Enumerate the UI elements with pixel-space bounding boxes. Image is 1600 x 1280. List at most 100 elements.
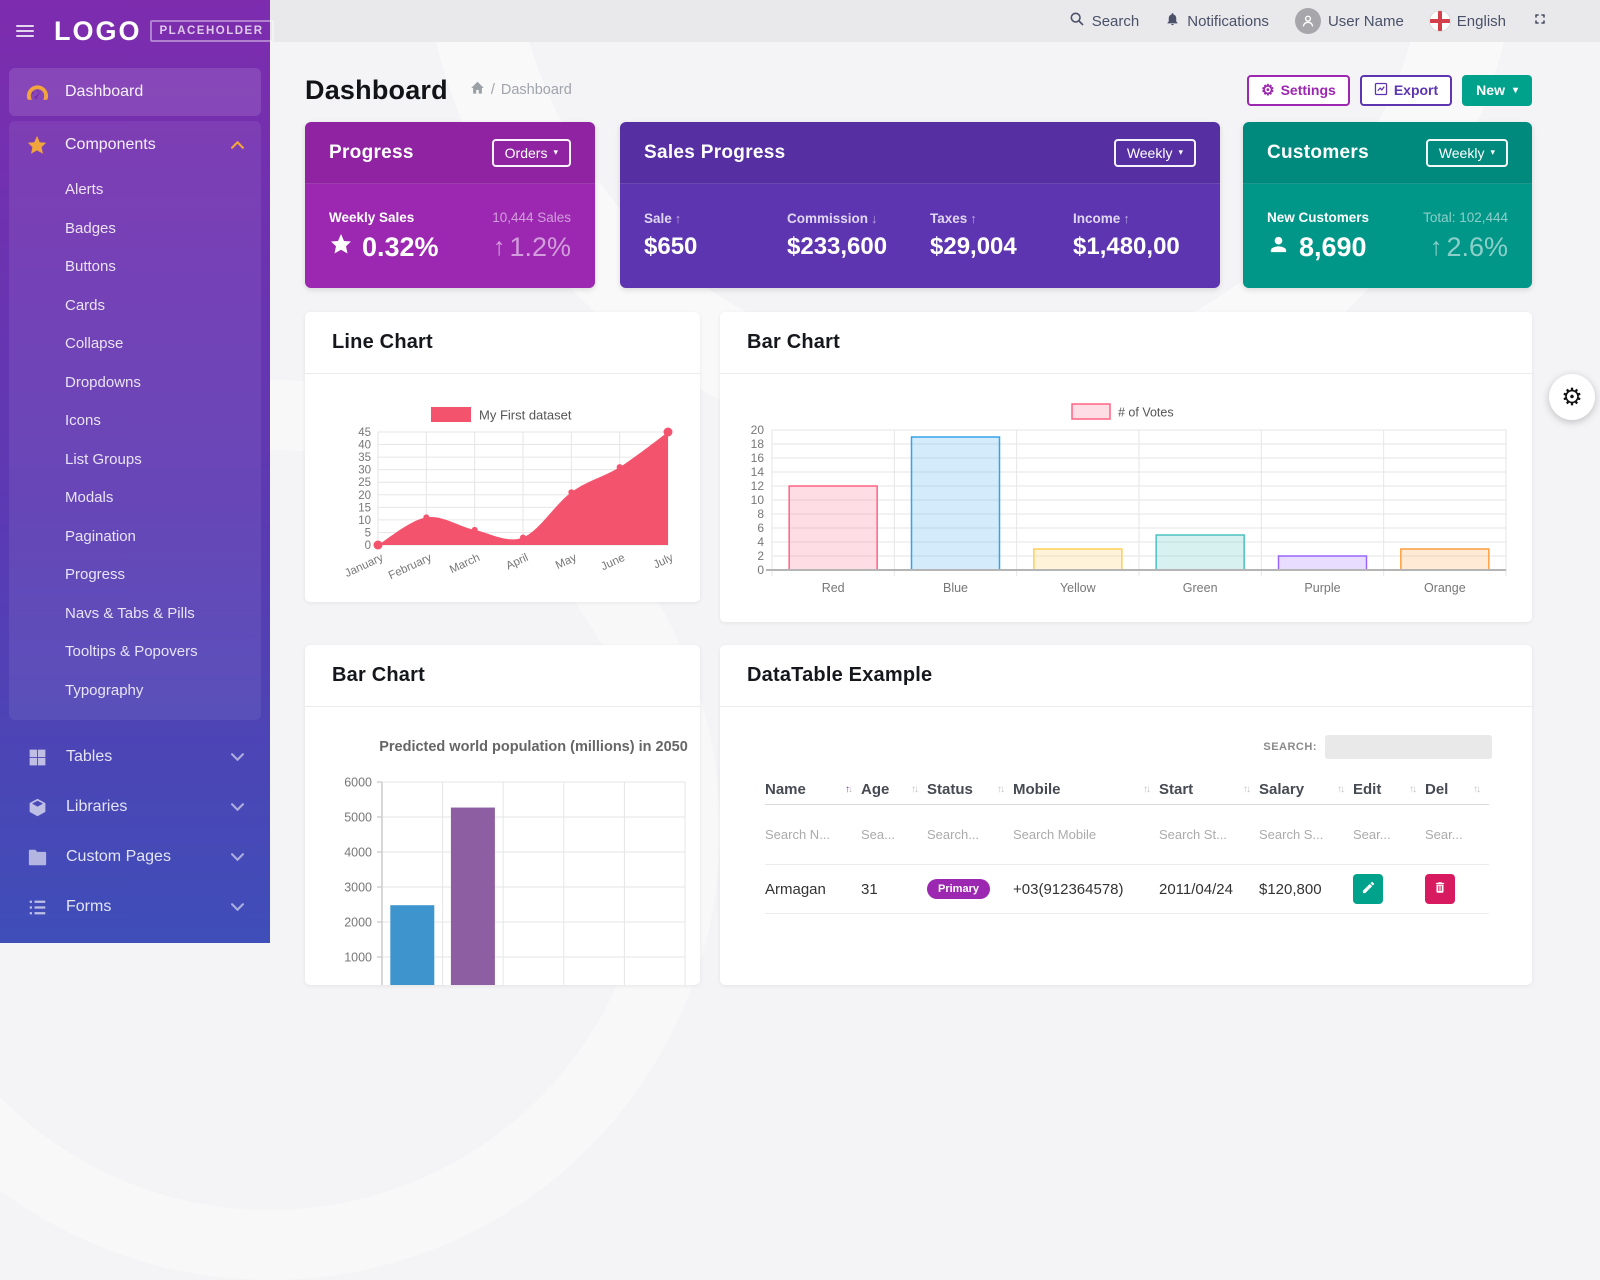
sort-desc-icon: ↓	[848, 784, 853, 795]
sidebar-item-dashboard[interactable]: Dashboard	[9, 68, 261, 116]
export-button[interactable]: Export	[1359, 74, 1453, 106]
column-header-edit[interactable]: Edit ↑ ↓	[1353, 781, 1417, 798]
sidebar-subitem-tooltips-popovers[interactable]: Tooltips & Popovers	[65, 643, 198, 660]
tables-icon	[25, 745, 49, 769]
breadcrumb-current[interactable]: Dashboard	[500, 82, 572, 98]
sort-icons: ↑ ↓	[1243, 784, 1251, 795]
column-header-status[interactable]: Status ↑ ↓	[927, 781, 1005, 798]
pencil-icon	[1361, 880, 1376, 898]
sidebar: LOGO PLACEHOLDER Dashboard Components Al…	[0, 0, 274, 943]
svg-text:# of Votes: # of Votes	[1118, 406, 1174, 420]
language-menu[interactable]: English	[1429, 11, 1506, 31]
sort-asc-icon: ↑	[1337, 784, 1342, 795]
sort-icons: ↑ ↓	[1409, 784, 1417, 795]
sidebar-subitem-modals[interactable]: Modals	[65, 489, 114, 506]
sidebar-item-forms[interactable]: Forms	[0, 882, 270, 932]
table-body: Armagan 31 Primary +03(912364578) 2011/04/24…	[765, 864, 1489, 914]
settings-fab[interactable]: ⚙	[1549, 374, 1595, 420]
sidebar-subitem-dropdowns[interactable]: Dropdowns	[65, 373, 141, 391]
sidebar-subitem-cards[interactable]: Cards	[65, 296, 106, 314]
metric-value: 0.32%	[362, 231, 439, 262]
sidebar-subitem-typography[interactable]: Typography	[65, 681, 144, 699]
sidebar-subitem-icons[interactable]: Icons	[65, 412, 101, 429]
table-search-input[interactable]	[1325, 735, 1492, 759]
svg-text:Predicted world population (mi: Predicted world population (millions) in…	[379, 739, 688, 755]
page-actions: ⚙ Settings Export New ▾	[1247, 74, 1532, 106]
sidebar-item-custom-pages[interactable]: Custom Pages	[0, 832, 270, 882]
filter-input-mobile[interactable]	[1013, 826, 1145, 842]
settings-button[interactable]: ⚙ Settings	[1247, 74, 1350, 106]
column-header-salary[interactable]: Salary ↑ ↓	[1259, 781, 1345, 798]
sort-desc-icon: ↓	[1000, 784, 1005, 795]
sidebar-subitem-progress[interactable]: Progress	[65, 566, 126, 583]
home-icon[interactable]	[470, 81, 485, 99]
weekly-dropdown[interactable]: Weekly ▾	[1425, 138, 1508, 167]
sidebar-item-components[interactable]: Components	[9, 121, 261, 169]
customers-card: Customers Weekly ▾ New Customers 8,690 T…	[1243, 122, 1532, 288]
column-header-del[interactable]: Del ↑ ↓	[1425, 781, 1481, 798]
new-button[interactable]: New ▾	[1462, 74, 1532, 106]
column-header-mobile[interactable]: Mobile ↑ ↓	[1013, 781, 1151, 798]
sidebar-item-tables[interactable]: Tables	[0, 732, 270, 782]
card-title: Sales Progress	[644, 141, 786, 163]
sidebar-subitem-navs-tabs-pills[interactable]: Navs & Tabs & Pills	[65, 604, 195, 622]
user-menu[interactable]: User Name	[1294, 8, 1404, 34]
sidebar-subitem-buttons[interactable]: Buttons	[65, 258, 116, 275]
sort-icons: ↑ ↓	[1473, 784, 1481, 795]
sidebar-subitem-list-groups[interactable]: List Groups	[65, 450, 142, 468]
topbar: Search Notifications User Name English	[270, 0, 1600, 42]
filter-input-salary[interactable]	[1259, 826, 1344, 842]
column-header-name[interactable]: Name ↑ ↓	[765, 781, 853, 798]
delete-button[interactable]	[1425, 874, 1455, 904]
weekly-dropdown[interactable]: Weekly ▾	[1113, 138, 1196, 167]
filter-input-name[interactable]	[765, 826, 852, 842]
filter-input-del[interactable]	[1425, 826, 1483, 842]
card-title: Bar Chart	[747, 331, 840, 353]
bell-icon	[1165, 11, 1180, 31]
caret-down-icon: ▾	[1178, 147, 1183, 157]
svg-text:Blue: Blue	[943, 581, 968, 595]
metric-value: $29,004	[930, 233, 1017, 260]
filter-input-edit[interactable]	[1353, 826, 1418, 842]
logo[interactable]: LOGO PLACEHOLDER	[54, 16, 274, 47]
svg-text:July: July	[652, 552, 676, 572]
sort-icons: ↑ ↓	[845, 784, 853, 795]
line-chart-card: Line Chart 0 5 10 15 20 25 30 35 40 45 January Febr…	[305, 312, 700, 602]
progress-card: Progress Orders ▾ Weekly Sales 0.32% 10,…	[305, 122, 595, 288]
arrow-up-icon: ↑	[492, 232, 506, 261]
filter-input-status[interactable]	[927, 826, 1005, 842]
sidebar-item-label: Tables	[66, 748, 113, 765]
svg-text:3000: 3000	[344, 881, 372, 895]
filter-input-age[interactable]	[861, 826, 921, 842]
column-header-age[interactable]: Age ↑ ↓	[861, 781, 919, 798]
sidebar-item-libraries[interactable]: Libraries	[0, 782, 270, 832]
sidebar-subitem-badges[interactable]: Badges	[65, 219, 116, 237]
sidebar-subitem-pagination[interactable]: Pagination	[65, 527, 136, 545]
svg-text:10: 10	[751, 493, 765, 507]
sidebar-group-components: Components Alerts Badges Buttons Cards Colla…	[9, 121, 261, 720]
svg-text:1000: 1000	[344, 951, 372, 965]
fullscreen-button[interactable]	[1532, 11, 1548, 31]
sort-desc-icon: ↓	[1246, 784, 1251, 795]
edit-button[interactable]	[1353, 874, 1383, 904]
filter-input-start[interactable]	[1159, 826, 1249, 842]
sort-icons: ↑ ↓	[1337, 784, 1345, 795]
sidebar-subitem-collapse[interactable]: Collapse	[65, 335, 124, 352]
gauge-icon	[25, 80, 49, 104]
svg-text:June: June	[599, 552, 627, 573]
svg-text:30: 30	[358, 465, 371, 477]
svg-text:40: 40	[358, 440, 371, 452]
sidebar-subitem-alerts[interactable]: Alerts	[65, 181, 104, 198]
svg-text:February: February	[387, 552, 434, 582]
orders-dropdown[interactable]: Orders ▾	[491, 138, 571, 167]
libraries-icon	[25, 795, 49, 819]
cell-name: Armagan	[765, 880, 826, 898]
sort-icons: ↑ ↓	[997, 784, 1005, 795]
notifications-button[interactable]: Notifications	[1165, 11, 1269, 31]
column-header-start[interactable]: Start ↑ ↓	[1159, 781, 1251, 798]
menu-toggle-icon[interactable]	[16, 22, 34, 40]
card-title: Progress	[329, 141, 414, 163]
search-button[interactable]: Search	[1069, 11, 1139, 31]
svg-text:25: 25	[358, 477, 371, 489]
